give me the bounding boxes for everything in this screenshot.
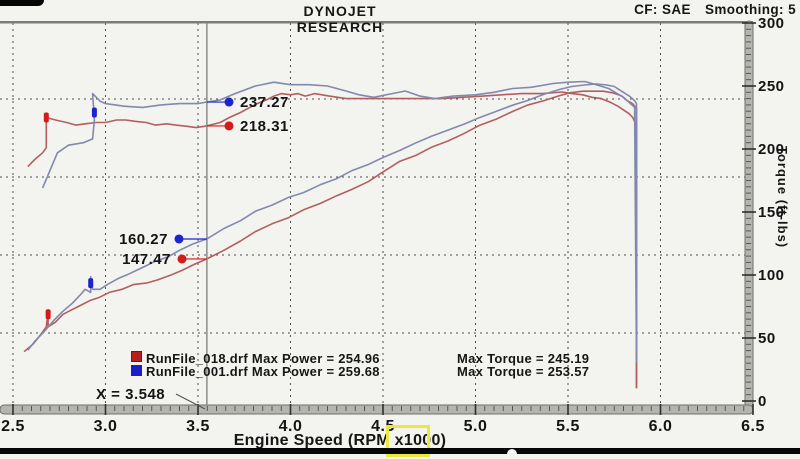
page-title: DYNOJET RESEARCH (296, 3, 384, 35)
legend-row-runfile-018: RunFile_018.drf Max Power = 254.96 Max T… (0, 351, 620, 366)
svg-text:200: 200 (758, 141, 785, 158)
video-corner-bar (0, 0, 44, 6)
legend-max-torque-001: Max Torque = 253.57 (457, 364, 590, 379)
svg-text:3.0: 3.0 (94, 418, 118, 435)
svg-text:6.5: 6.5 (741, 418, 765, 435)
svg-text:4.0: 4.0 (279, 418, 303, 435)
correction-smoothing-status: CF: SAE Smoothing: 5 (634, 2, 796, 17)
svg-text:5.0: 5.0 (464, 418, 488, 435)
svg-text:X = 3.548: X = 3.548 (96, 386, 165, 403)
correction-factor-label: CF: SAE (634, 2, 691, 17)
svg-text:250: 250 (758, 78, 785, 95)
legend-max-torque-018: Max Torque = 245.19 (457, 351, 590, 366)
svg-text:237.27: 237.27 (240, 94, 289, 111)
legend-swatch-red (131, 351, 142, 362)
svg-text:3.5: 3.5 (186, 418, 210, 435)
svg-text:160.27: 160.27 (119, 231, 168, 248)
svg-text:300: 300 (758, 15, 785, 32)
smoothing-label: Smoothing: 5 (704, 2, 796, 17)
svg-text:0: 0 (758, 393, 767, 410)
svg-text:100: 100 (758, 267, 785, 284)
video-bottom-bar[interactable] (0, 448, 800, 454)
torque-axis-title: Torque (ft-lbs) (775, 146, 790, 249)
legend-swatch-blue (131, 365, 142, 376)
legend-file-power-001: RunFile_001.drf Max Power = 259.68 (146, 364, 380, 379)
svg-text:50: 50 (758, 330, 776, 347)
svg-text:5.5: 5.5 (556, 418, 580, 435)
svg-text:2.5: 2.5 (1, 418, 25, 435)
svg-text:218.31: 218.31 (240, 118, 289, 135)
legend-file-power-018: RunFile_018.drf Max Power = 254.96 (146, 351, 380, 366)
svg-text:150: 150 (758, 204, 785, 221)
svg-text:147.47: 147.47 (122, 251, 171, 268)
svg-text:6.0: 6.0 (649, 418, 673, 435)
legend-row-runfile-001: RunFile_001.drf Max Power = 259.68 Max T… (0, 364, 620, 379)
video-progress-dot[interactable] (507, 449, 517, 459)
engine-speed-axis-title: Engine Speed (RPM x1000) (233, 432, 447, 449)
